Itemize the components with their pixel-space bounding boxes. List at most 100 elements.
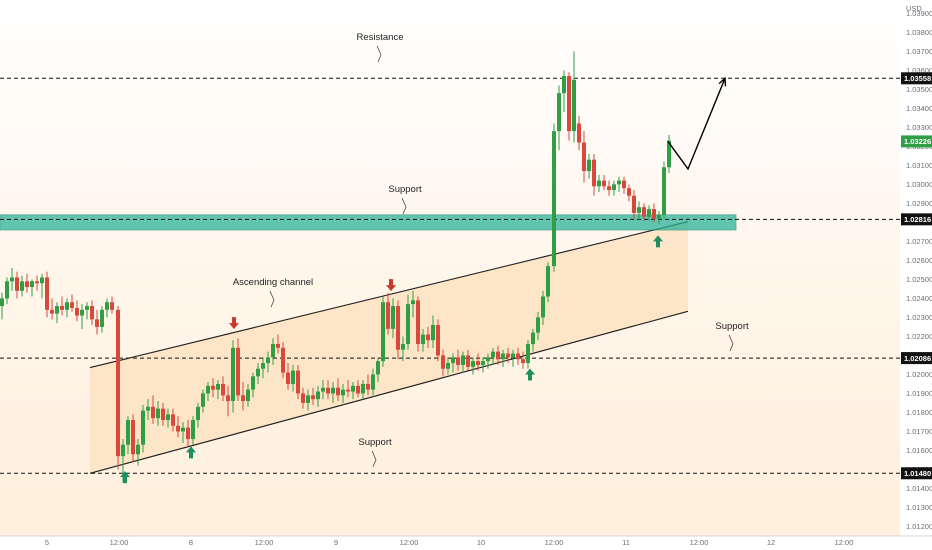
- candle-body: [156, 408, 160, 419]
- annotation-label: Support: [715, 321, 749, 332]
- y-tick-label: 1.03700: [906, 47, 932, 56]
- candle-body: [351, 385, 355, 392]
- y-tick-label: 1.02900: [906, 199, 932, 208]
- y-tick-label: 1.02700: [906, 237, 932, 246]
- candles: [0, 51, 671, 483]
- candle-body: [471, 361, 475, 367]
- projection-path: [667, 76, 727, 171]
- candle-body: [251, 376, 255, 390]
- candle-body: [461, 355, 465, 365]
- candle-body: [557, 93, 561, 132]
- candle-body: [421, 334, 425, 345]
- candle-body: [321, 387, 325, 392]
- y-tick-label: 1.02500: [906, 275, 932, 284]
- arrow-down-icon: [386, 279, 396, 292]
- annotation-leader: [401, 197, 407, 215]
- arrow-up-icon: [653, 235, 663, 248]
- candle-body: [451, 357, 455, 364]
- candle-body: [136, 444, 140, 455]
- candle-body: [316, 391, 320, 400]
- time-axis[interactable]: 5 12:00 8 12:00 9 12:00 10 12:00 11 12:00 12 12:00: [0, 535, 932, 550]
- current-price-label: 1.03226: [904, 137, 931, 146]
- candle-body: [60, 306, 64, 310]
- candle-body: [296, 370, 300, 394]
- candle-body: [40, 277, 44, 284]
- candle-body: [121, 444, 125, 457]
- candle-body: [562, 76, 566, 94]
- candle-body: [617, 180, 621, 185]
- annotation-label: Support: [388, 184, 422, 195]
- candle-body: [241, 395, 245, 402]
- candle-body: [70, 302, 74, 308]
- candle-body: [10, 277, 14, 282]
- candle-body: [281, 347, 285, 373]
- candle-body: [221, 383, 225, 396]
- candle-body: [50, 309, 54, 314]
- price-axis-background: [900, 0, 932, 550]
- candle-body: [25, 281, 29, 288]
- candle-body: [612, 184, 616, 191]
- candle-body: [501, 353, 505, 360]
- candle-body: [191, 420, 195, 440]
- candle-body: [126, 420, 130, 445]
- candle-body: [256, 368, 260, 377]
- candle-body: [166, 414, 170, 421]
- candle-body: [286, 372, 290, 384]
- candle-body: [110, 302, 114, 310]
- candle-body: [431, 325, 435, 341]
- candle-body: [622, 180, 626, 189]
- candle-body: [426, 334, 430, 341]
- candle-body: [627, 188, 631, 196]
- candle-body: [20, 281, 24, 291]
- x-tick-label: 12:00: [690, 538, 709, 547]
- candle-body: [476, 361, 480, 365]
- candle-body: [116, 309, 120, 457]
- x-tick-label: 8: [189, 538, 193, 547]
- y-tick-label: 1.01700: [906, 427, 932, 436]
- candle-body: [266, 357, 270, 364]
- candle-body: [131, 420, 135, 455]
- y-tick-label: 1.02000: [906, 370, 932, 379]
- candle-body: [632, 195, 636, 213]
- x-tick-label: 12:00: [255, 538, 274, 547]
- y-tick-label: 1.02200: [906, 332, 932, 341]
- y-tick-label: 1.03800: [906, 28, 932, 37]
- x-tick-label: 12:00: [400, 538, 419, 547]
- annotation-leader: [728, 334, 734, 351]
- annotation-leader: [376, 45, 382, 63]
- candle-body: [376, 361, 380, 375]
- candle-body: [226, 395, 230, 402]
- candle-body: [216, 383, 220, 390]
- candle-body: [371, 374, 375, 390]
- price-tag-support-mid: [901, 213, 932, 226]
- channel-lower-line: [89, 310, 689, 474]
- y-tick-label: 1.03500: [906, 85, 932, 94]
- candle-body: [541, 296, 545, 318]
- y-tick-label: 1.01200: [906, 522, 932, 531]
- y-tick-label: 1.01300: [906, 503, 932, 512]
- price-tag-support-low: [901, 467, 932, 480]
- candle-body: [546, 266, 550, 297]
- candle-body: [466, 355, 470, 367]
- x-tick-label: 10: [477, 538, 485, 547]
- candle-body: [456, 357, 460, 365]
- y-tick-label: 1.03600: [906, 66, 932, 75]
- candle-body: [401, 344, 405, 350]
- candle-body: [577, 123, 581, 143]
- x-tick-label: 12: [767, 538, 775, 547]
- candle-body: [366, 383, 370, 390]
- candle-body: [15, 277, 19, 291]
- candle-body: [171, 414, 175, 426]
- horizontal-levels: [0, 77, 900, 474]
- candle-body: [186, 427, 190, 440]
- candle-body: [0, 298, 4, 307]
- candle-body: [652, 209, 656, 219]
- y-tick-label: 1.01600: [906, 446, 932, 455]
- candle-body: [516, 353, 520, 360]
- candle-body: [301, 393, 305, 403]
- candle-body: [637, 207, 641, 213]
- candle-body: [236, 347, 240, 396]
- candle-body: [80, 309, 84, 316]
